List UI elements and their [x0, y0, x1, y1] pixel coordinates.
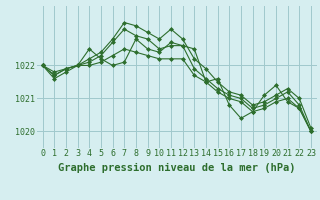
X-axis label: Graphe pression niveau de la mer (hPa): Graphe pression niveau de la mer (hPa): [58, 163, 296, 173]
